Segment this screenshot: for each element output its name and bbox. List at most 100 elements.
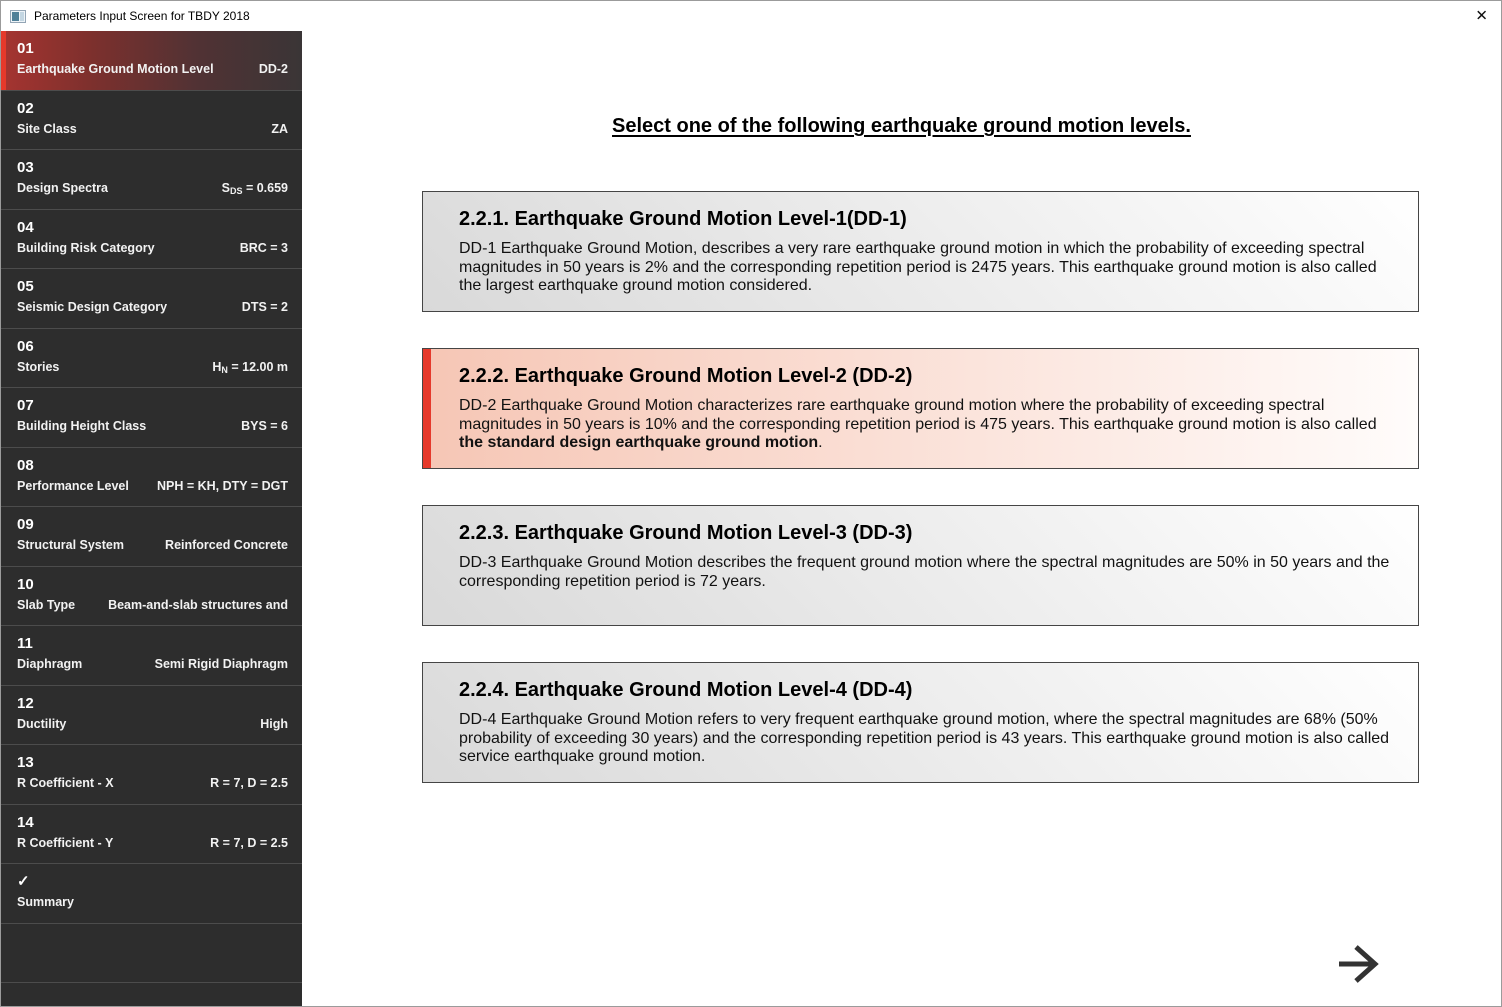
item-number: 06 bbox=[17, 337, 34, 355]
card-body-text: DD-1 Earthquake Ground Motion, describes… bbox=[459, 240, 1377, 294]
title-bar: Parameters Input Screen for TBDY 2018 ✕ bbox=[1, 1, 1501, 31]
item-label: Building Risk Category bbox=[17, 240, 155, 255]
item-row: R Coefficient - X R = 7, D = 2.5 bbox=[17, 776, 288, 790]
card-body-text: DD-3 Earthquake Ground Motion describes … bbox=[459, 554, 1390, 590]
card-body-text: DD-4 Earthquake Ground Motion refers to … bbox=[459, 711, 1390, 765]
item-value: SDS = 0.659 bbox=[222, 181, 288, 196]
item-value: R = 7, D = 2.5 bbox=[210, 835, 288, 850]
item-row: Summary bbox=[17, 895, 288, 909]
item-number: 13 bbox=[17, 754, 34, 771]
sidebar-item-performance-level[interactable]: 08 Performance Level NPH = KH, DTY = DGT bbox=[1, 448, 302, 507]
item-number: 04 bbox=[17, 218, 34, 236]
item-row: Earthquake Ground Motion Level DD-2 bbox=[17, 62, 288, 76]
item-number: 01 bbox=[17, 40, 34, 57]
item-value: BRC = 3 bbox=[239, 240, 288, 255]
value-prefix: H bbox=[212, 359, 222, 374]
card-body-text: the standard design earthquake ground mo… bbox=[459, 434, 819, 451]
item-number: 07 bbox=[17, 397, 34, 414]
item-number: 12 bbox=[17, 694, 34, 712]
item-row: R Coefficient - Y R = 7, D = 2.5 bbox=[17, 836, 288, 850]
page-heading: Select one of the following earthquake g… bbox=[612, 115, 1191, 137]
item-number: 02 bbox=[17, 99, 34, 117]
item-label: Earthquake Ground Motion Level bbox=[17, 62, 214, 76]
item-row: Seismic Design Category DTS = 2 bbox=[17, 300, 288, 314]
item-row: Design Spectra SDS = 0.659 bbox=[17, 181, 288, 196]
card-body-text: DD-2 Earthquake Ground Motion characteri… bbox=[459, 397, 1377, 433]
card-dd-1[interactable]: 2.2.1. Earthquake Ground Motion Level-1(… bbox=[422, 191, 1419, 312]
item-row: Structural System Reinforced Concrete bbox=[17, 538, 288, 552]
item-label: R Coefficient - Y bbox=[17, 835, 114, 850]
item-label: Ductility bbox=[17, 716, 67, 731]
app-body: 01 Earthquake Ground Motion Level DD-2 02 Si… bbox=[1, 31, 1501, 1006]
sidebar: 01 Earthquake Ground Motion Level DD-2 02 Si… bbox=[1, 31, 302, 1006]
value-suffix: = 0.659 bbox=[242, 181, 288, 195]
item-number: 05 bbox=[17, 278, 34, 295]
next-arrow-button[interactable] bbox=[1336, 943, 1382, 985]
close-icon[interactable]: ✕ bbox=[1475, 7, 1488, 25]
sidebar-empty-row bbox=[1, 924, 302, 983]
sidebar-item-r-coefficient-y[interactable]: 14 R Coefficient - Y R = 7, D = 2.5 bbox=[1, 805, 302, 864]
value-subscript: N bbox=[221, 364, 228, 375]
card-dd-2[interactable]: 2.2.2. Earthquake Ground Motion Level-2 … bbox=[422, 348, 1419, 469]
sidebar-item-diaphragm[interactable]: 11 Diaphragm Semi Rigid Diaphragm bbox=[1, 626, 302, 686]
item-number: 09 bbox=[17, 516, 34, 533]
value-prefix: S bbox=[221, 181, 230, 195]
item-number: 11 bbox=[17, 635, 33, 652]
item-label: Site Class bbox=[17, 121, 77, 136]
item-label: Building Height Class bbox=[17, 419, 147, 433]
item-label: Performance Level bbox=[17, 478, 129, 493]
sidebar-filler bbox=[1, 983, 302, 1007]
item-value: Reinforced Concrete bbox=[165, 538, 288, 552]
card-title: 2.2.3. Earthquake Ground Motion Level-3 … bbox=[459, 522, 913, 544]
item-value: DTS = 2 bbox=[241, 300, 288, 314]
card-dd-3[interactable]: 2.2.3. Earthquake Ground Motion Level-3 … bbox=[422, 505, 1419, 626]
item-value: High bbox=[260, 716, 288, 731]
item-label: Diaphragm bbox=[17, 657, 83, 671]
item-label: Structural System bbox=[17, 538, 124, 552]
sidebar-item-stories[interactable]: 06 Stories HN = 12.00 m bbox=[1, 329, 302, 388]
sidebar-item-ductility[interactable]: 12 Ductility High bbox=[1, 686, 302, 745]
sidebar-item-site-class[interactable]: 02 Site Class ZA bbox=[1, 91, 302, 150]
card-body: DD-1 Earthquake Ground Motion, describes… bbox=[459, 240, 1398, 296]
card-body: DD-3 Earthquake Ground Motion describes … bbox=[459, 554, 1398, 591]
item-label: Summary bbox=[17, 895, 74, 909]
sidebar-item-earthquake-ground-motion-level[interactable]: 01 Earthquake Ground Motion Level DD-2 bbox=[1, 31, 302, 91]
item-row: Ductility High bbox=[17, 717, 288, 731]
item-label: Design Spectra bbox=[17, 181, 109, 195]
sidebar-item-design-spectra[interactable]: 03 Design Spectra SDS = 0.659 bbox=[1, 150, 302, 210]
check-icon: ✓ bbox=[17, 873, 30, 890]
item-value: Beam-and-slab structures and bbox=[108, 597, 288, 612]
item-number: 14 bbox=[17, 813, 34, 831]
item-row: Stories HN = 12.00 m bbox=[17, 360, 288, 375]
item-value: R = 7, D = 2.5 bbox=[210, 776, 288, 790]
item-value: HN = 12.00 m bbox=[212, 360, 288, 375]
card-list: 2.2.1. Earthquake Ground Motion Level-1(… bbox=[422, 191, 1419, 819]
item-row: Performance Level NPH = KH, DTY = DGT bbox=[17, 479, 288, 493]
card-dd-4[interactable]: 2.2.4. Earthquake Ground Motion Level-4 … bbox=[422, 662, 1419, 783]
item-number: 03 bbox=[17, 159, 34, 176]
sidebar-item-r-coefficient-x[interactable]: 13 R Coefficient - X R = 7, D = 2.5 bbox=[1, 745, 302, 805]
sidebar-item-summary[interactable]: ✓ Summary bbox=[1, 864, 302, 924]
window-title: Parameters Input Screen for TBDY 2018 bbox=[34, 9, 250, 23]
item-value: ZA bbox=[271, 121, 288, 136]
value-subscript: DS bbox=[229, 186, 243, 196]
sidebar-item-building-height-class[interactable]: 07 Building Height Class BYS = 6 bbox=[1, 388, 302, 448]
item-row: Building Risk Category BRC = 3 bbox=[17, 241, 288, 255]
card-body-text: . bbox=[818, 434, 823, 451]
item-row: Slab Type Beam-and-slab structures and bbox=[17, 598, 288, 612]
card-title: 2.2.2. Earthquake Ground Motion Level-2 … bbox=[459, 365, 913, 387]
sidebar-item-building-risk-category[interactable]: 04 Building Risk Category BRC = 3 bbox=[1, 210, 302, 269]
item-label: R Coefficient - X bbox=[17, 776, 114, 790]
sidebar-item-slab-type[interactable]: 10 Slab Type Beam-and-slab structures and bbox=[1, 567, 302, 626]
card-body: DD-2 Earthquake Ground Motion characteri… bbox=[459, 397, 1398, 453]
item-value: BYS = 6 bbox=[241, 419, 288, 433]
item-row: Building Height Class BYS = 6 bbox=[17, 419, 288, 433]
card-body: DD-4 Earthquake Ground Motion refers to … bbox=[459, 711, 1398, 767]
item-label: Stories bbox=[17, 359, 60, 374]
sidebar-item-seismic-design-category[interactable]: 05 Seismic Design Category DTS = 2 bbox=[1, 269, 302, 329]
item-number: 10 bbox=[17, 575, 34, 593]
item-label: Slab Type bbox=[17, 597, 76, 612]
card-title: 2.2.1. Earthquake Ground Motion Level-1(… bbox=[459, 208, 907, 230]
sidebar-item-structural-system[interactable]: 09 Structural System Reinforced Concrete bbox=[1, 507, 302, 567]
